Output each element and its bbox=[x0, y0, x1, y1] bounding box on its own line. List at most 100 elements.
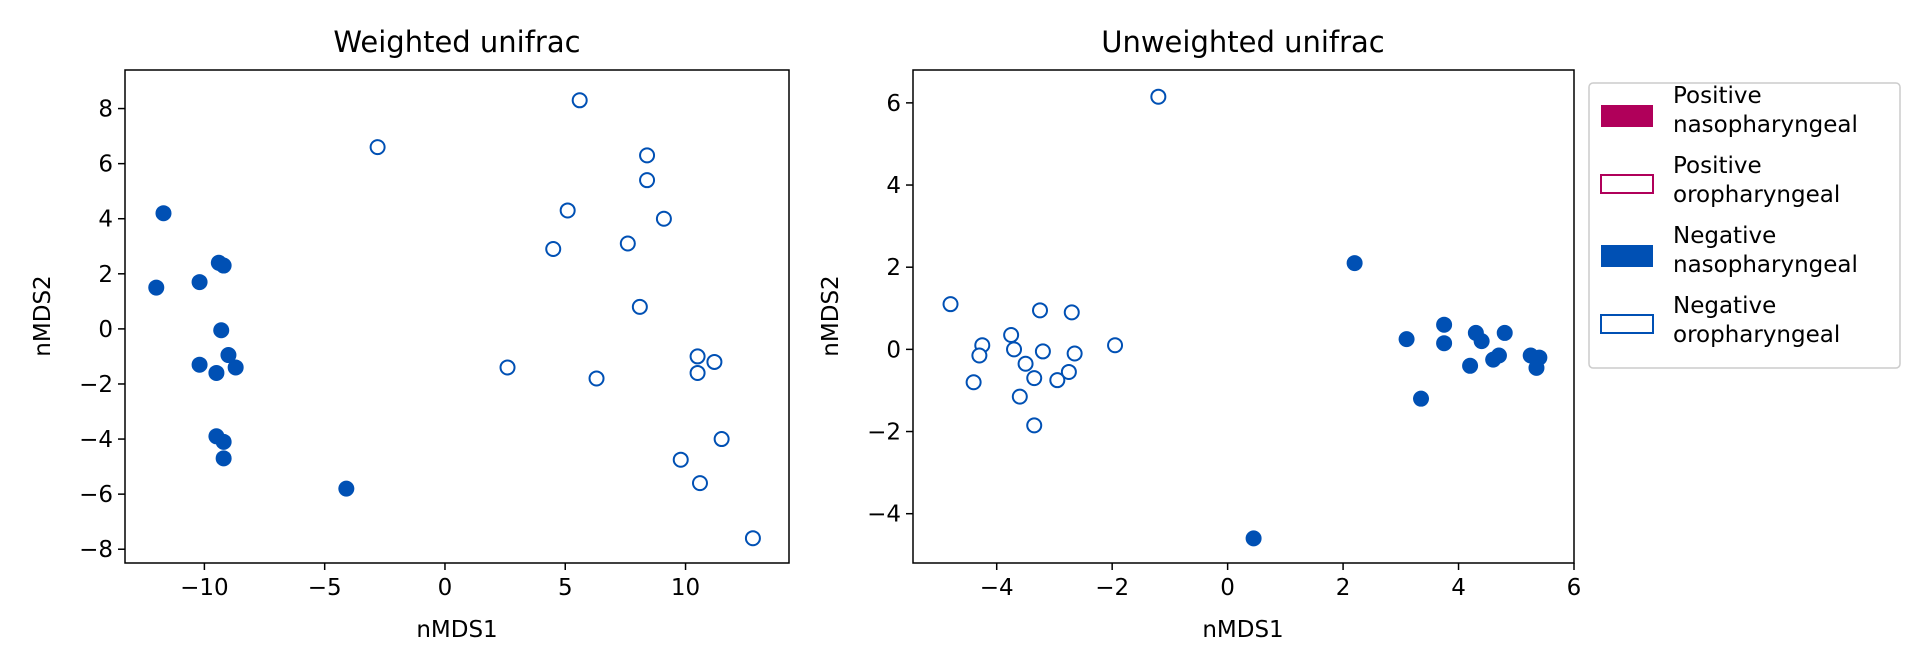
x-ticks: −10 −5 0 5 10 bbox=[180, 563, 700, 601]
legend-frame bbox=[1588, 82, 1901, 369]
filled-data-point bbox=[191, 356, 208, 373]
hollow-data-point bbox=[631, 298, 648, 315]
hollow-data-point bbox=[1034, 343, 1051, 360]
hollow-data-point bbox=[639, 147, 656, 164]
filled-data-point bbox=[220, 347, 237, 364]
y-tick-label: −2 bbox=[867, 420, 901, 446]
legend-entries: Positive nasopharyngeal Positive oropharyng… bbox=[1600, 83, 1858, 348]
y-tick-label: 4 bbox=[98, 207, 113, 233]
legend-label: Positive bbox=[1673, 83, 1762, 109]
filled-data-point bbox=[213, 322, 230, 339]
y-tick-label: 6 bbox=[98, 152, 113, 178]
hollow-data-point bbox=[1066, 345, 1083, 362]
y-axis-label: nMDS2 bbox=[818, 275, 844, 356]
plot-frame bbox=[124, 69, 790, 564]
filled-data-point bbox=[1346, 255, 1363, 272]
hollow-data-point bbox=[1060, 363, 1077, 380]
y-axis-label: nMDS2 bbox=[30, 275, 56, 356]
y-tick-label: −2 bbox=[79, 372, 113, 398]
hollow-data-point bbox=[1032, 302, 1049, 319]
x-axis-label: nMDS1 bbox=[1202, 617, 1283, 643]
y-ticks: −4 −2 0 2 4 6 bbox=[867, 91, 913, 528]
hollow-data-point bbox=[672, 451, 689, 468]
filled-data-point bbox=[1398, 331, 1415, 348]
filled-data-point bbox=[215, 257, 232, 274]
y-tick-label: 4 bbox=[886, 173, 901, 199]
legend-label: oropharyngeal bbox=[1673, 182, 1840, 208]
hollow-data-point bbox=[655, 210, 672, 227]
x-tick-label: −2 bbox=[1095, 575, 1129, 601]
hollow-data-point bbox=[639, 172, 656, 189]
filled-data-point bbox=[1490, 347, 1507, 364]
y-ticks: −8 −6 −4 −2 0 2 4 6 8 bbox=[79, 97, 125, 563]
hollow-data-point bbox=[559, 202, 576, 219]
scatter-marks bbox=[148, 92, 761, 547]
x-tick-label: 0 bbox=[438, 575, 453, 601]
filled-data-point bbox=[1436, 335, 1453, 352]
plot-frame bbox=[912, 69, 1575, 564]
legend-label: nasopharyngeal bbox=[1673, 252, 1858, 278]
x-tick-label: 4 bbox=[1451, 575, 1466, 601]
hollow-data-point bbox=[1063, 304, 1080, 321]
x-tick-label: −5 bbox=[308, 575, 342, 601]
panel-title: Unweighted unifrac bbox=[1101, 25, 1385, 59]
x-tick-label: 2 bbox=[1336, 575, 1351, 601]
x-tick-label: −10 bbox=[180, 575, 229, 601]
filled-data-point bbox=[1496, 324, 1513, 341]
hollow-data-point bbox=[1011, 388, 1028, 405]
filled-data-point bbox=[1436, 316, 1453, 333]
hollow-data-point bbox=[713, 431, 730, 448]
hollow-data-point bbox=[369, 139, 386, 156]
x-ticks: −4 −2 0 2 4 6 bbox=[980, 563, 1581, 601]
x-tick-label: 5 bbox=[558, 575, 573, 601]
y-tick-label: 2 bbox=[886, 255, 901, 281]
legend-label: nasopharyngeal bbox=[1673, 112, 1858, 138]
hollow-data-point bbox=[942, 296, 959, 313]
y-tick-label: 2 bbox=[98, 262, 113, 288]
hollow-data-point bbox=[1017, 355, 1034, 372]
x-tick-label: 10 bbox=[671, 575, 700, 601]
x-axis-label: nMDS1 bbox=[416, 617, 497, 643]
unweighted-unifrac-panel: Unweighted unifrac −4 −2 0 2 4 6 −4 −2 0 2 4 6 nMD… bbox=[818, 25, 1581, 643]
x-tick-label: 0 bbox=[1220, 575, 1235, 601]
panel-title: Weighted unifrac bbox=[333, 25, 580, 59]
hollow-data-point bbox=[1107, 337, 1124, 354]
y-tick-label: 0 bbox=[886, 337, 901, 363]
x-tick-label: −4 bbox=[980, 575, 1014, 601]
legend-swatch bbox=[1600, 314, 1654, 334]
filled-data-point bbox=[227, 359, 244, 376]
filled-data-point bbox=[1462, 357, 1479, 374]
hollow-data-point bbox=[1026, 370, 1043, 387]
y-tick-label: 0 bbox=[98, 317, 113, 343]
filled-data-point bbox=[148, 279, 165, 296]
legend-label: Positive bbox=[1673, 153, 1762, 179]
hollow-data-point bbox=[619, 235, 636, 252]
y-tick-label: 6 bbox=[886, 91, 901, 117]
hollow-data-point bbox=[965, 374, 982, 391]
hollow-data-point bbox=[689, 348, 706, 365]
hollow-data-point bbox=[545, 241, 562, 258]
hollow-data-point bbox=[689, 364, 706, 381]
filled-data-point bbox=[1245, 530, 1262, 547]
filled-data-point bbox=[338, 480, 355, 497]
scatter-marks bbox=[942, 88, 1548, 547]
y-tick-label: −8 bbox=[79, 537, 113, 563]
y-tick-label: −6 bbox=[79, 482, 113, 508]
hollow-data-point bbox=[1006, 341, 1023, 358]
filled-data-point bbox=[1528, 359, 1545, 376]
filled-data-point bbox=[215, 450, 232, 467]
hollow-data-point bbox=[571, 92, 588, 109]
legend-label: Negative bbox=[1673, 293, 1776, 319]
filled-data-point bbox=[191, 274, 208, 291]
filled-data-point bbox=[1473, 333, 1490, 350]
hollow-data-point bbox=[499, 359, 516, 376]
legend-swatch bbox=[1601, 105, 1653, 127]
hollow-data-point bbox=[1026, 417, 1043, 434]
legend-label: oropharyngeal bbox=[1673, 322, 1840, 348]
filled-data-point bbox=[1413, 390, 1430, 407]
weighted-unifrac-panel: Weighted unifrac −10 −5 0 5 10 −8 −6 −4 −2 0 2 4 6 8… bbox=[30, 25, 790, 643]
filled-data-point bbox=[208, 364, 225, 381]
hollow-data-point bbox=[588, 370, 605, 387]
legend: Positive nasopharyngeal Positive oropharyng… bbox=[1588, 82, 1901, 369]
